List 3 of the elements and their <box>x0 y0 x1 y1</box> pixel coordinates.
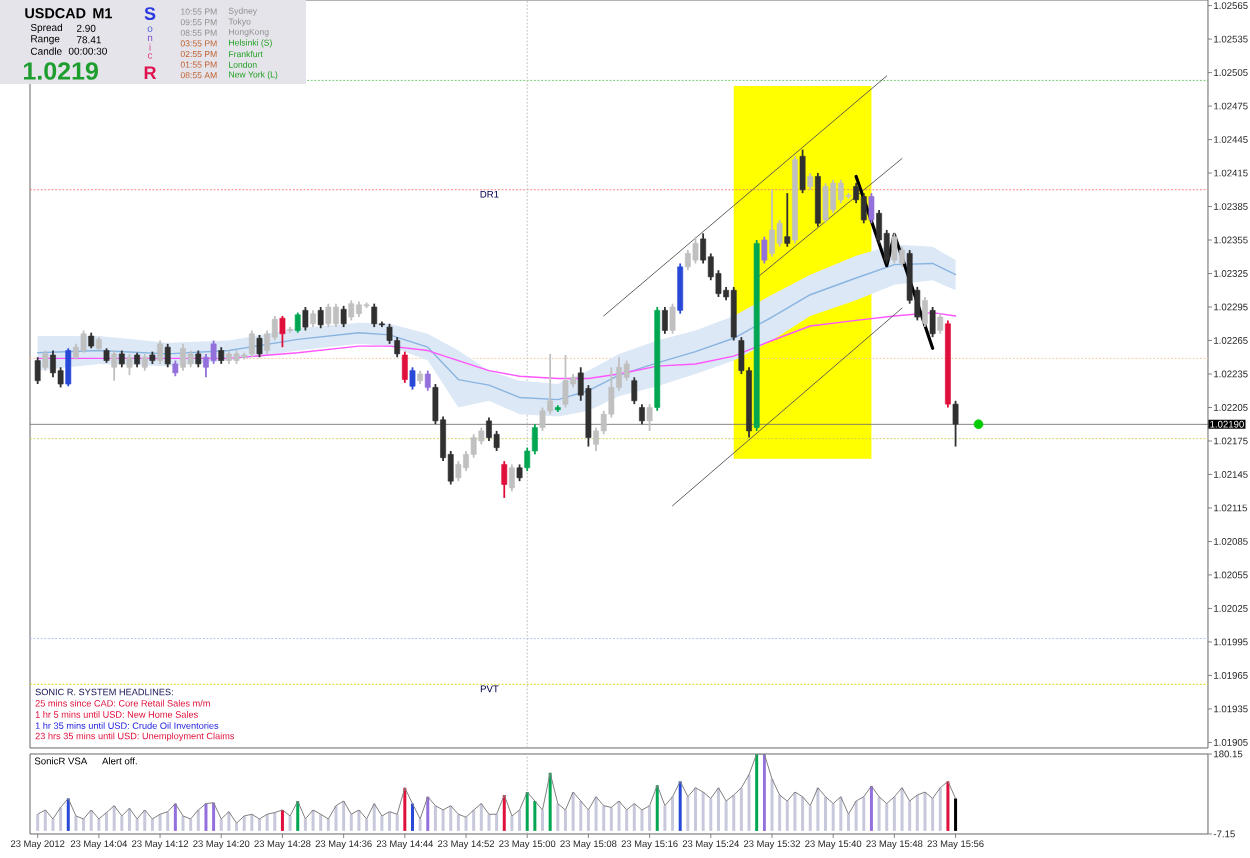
annotation: R <box>144 66 157 79</box>
annotation: S <box>144 7 156 20</box>
annotation: 1.0219 <box>23 62 98 80</box>
